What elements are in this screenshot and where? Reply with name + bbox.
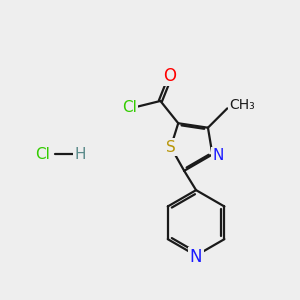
Text: S: S: [166, 140, 176, 154]
Text: O: O: [163, 67, 176, 85]
Text: N: N: [212, 148, 224, 164]
Text: CH₃: CH₃: [229, 98, 254, 112]
Text: Cl: Cl: [36, 147, 50, 162]
Text: N: N: [190, 248, 202, 266]
Text: H: H: [74, 147, 86, 162]
Text: Cl: Cl: [122, 100, 137, 115]
